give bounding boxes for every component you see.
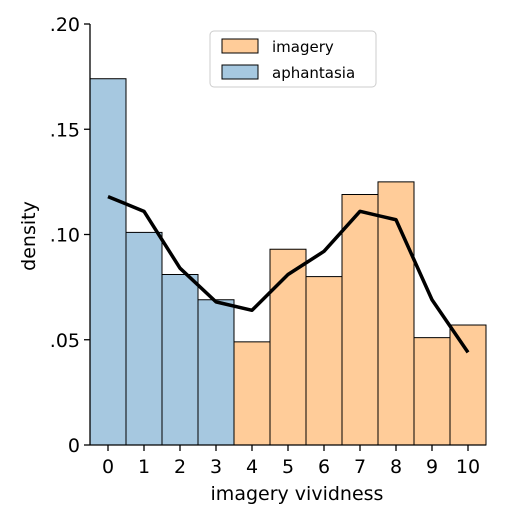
density-curve xyxy=(107,194,470,354)
legend: imagery aphantasia xyxy=(209,30,377,88)
bar-imagery-10 xyxy=(449,324,487,446)
bar-aphantasia-0 xyxy=(89,78,127,446)
bar-imagery-4 xyxy=(233,341,271,446)
y-ticks: 0 .05 .10 .15 .20 xyxy=(50,14,90,457)
x-tick-label-10: 10 xyxy=(456,456,480,478)
legend-label-imagery: imagery xyxy=(272,38,334,56)
bars-layer xyxy=(89,78,487,446)
line-layer xyxy=(107,194,470,354)
y-tick-label-0: 0 xyxy=(68,435,80,457)
bar-imagery-8 xyxy=(377,181,415,446)
x-tick-label-5: 5 xyxy=(282,456,294,478)
x-tick-label-2: 2 xyxy=(174,456,186,478)
bar-imagery-7 xyxy=(341,194,379,446)
x-tick-label-8: 8 xyxy=(390,456,402,478)
x-tick-label-0: 0 xyxy=(102,456,114,478)
x-tick-label-6: 6 xyxy=(318,456,330,478)
legend-swatch-imagery xyxy=(221,38,259,54)
x-tick-label-9: 9 xyxy=(426,456,438,478)
x-tick-label-1: 1 xyxy=(138,456,150,478)
x-tick-label-3: 3 xyxy=(210,456,222,478)
legend-swatch-aphantasia xyxy=(221,64,259,80)
bar-imagery-5 xyxy=(269,248,307,446)
bar-aphantasia-1 xyxy=(125,231,163,446)
x-tick-label-7: 7 xyxy=(354,456,366,478)
bar-imagery-9 xyxy=(413,337,451,446)
x-axis-label: imagery vividness xyxy=(211,483,384,505)
bar-imagery-6 xyxy=(305,276,343,446)
y-axis-label: density xyxy=(18,201,40,271)
bar-aphantasia-3 xyxy=(197,299,235,446)
x-tick-label-4: 4 xyxy=(246,456,258,478)
y-tick-label-.15: .15 xyxy=(50,119,80,141)
bar-aphantasia-2 xyxy=(161,273,199,446)
y-tick-label-.20: .20 xyxy=(50,14,80,36)
y-tick-label-.10: .10 xyxy=(50,225,80,247)
y-tick-label-.05: .05 xyxy=(50,330,80,352)
legend-label-aphantasia: aphantasia xyxy=(272,64,355,82)
x-ticks: 0 1 2 3 4 5 6 7 8 9 10 xyxy=(102,445,480,478)
